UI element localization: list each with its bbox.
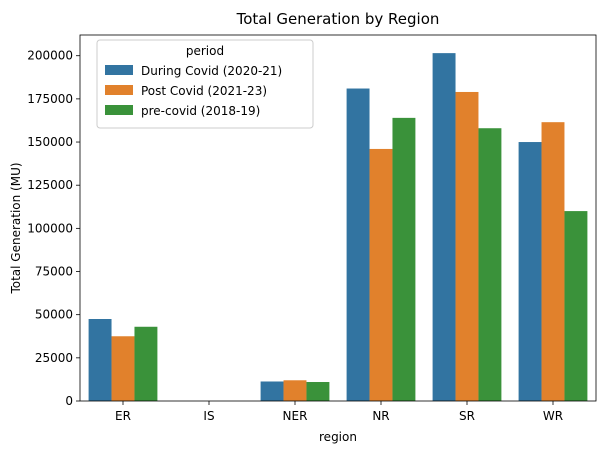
x-tick-label: ER bbox=[115, 409, 131, 423]
plot-frame bbox=[79, 34, 597, 402]
bar-sr-series-2 bbox=[455, 91, 479, 401]
bar-sr-series-3 bbox=[478, 128, 502, 402]
bar-nr-series-1 bbox=[346, 88, 370, 402]
legend-swatch bbox=[105, 105, 133, 115]
y-tick-label: 150000 bbox=[27, 135, 73, 149]
bar-nr-series-3 bbox=[392, 117, 416, 402]
bar-er-series-3 bbox=[134, 326, 158, 401]
y-tick-label: 0 bbox=[65, 394, 73, 408]
y-tick-label: 50000 bbox=[35, 308, 73, 322]
x-axis-label: region bbox=[319, 430, 357, 444]
plot-area: 0 25000 50000 75000 100000 125000 150000 175000… bbox=[27, 34, 597, 423]
y-tick-label: 125000 bbox=[27, 178, 73, 192]
legend-title: period bbox=[186, 44, 224, 58]
bar-wr-series-2 bbox=[541, 122, 565, 402]
y-tick-label: 25000 bbox=[35, 351, 73, 365]
legend-box bbox=[96, 39, 314, 129]
bar-ner-series-1 bbox=[260, 381, 284, 401]
y-tick-label: 200000 bbox=[27, 49, 73, 63]
bar-wr-series-1 bbox=[518, 142, 542, 402]
legend: period During Covid (2020-21) Post Covid (… bbox=[96, 39, 314, 129]
bar-wr-series-3 bbox=[564, 211, 588, 401]
x-tick-label: NR bbox=[372, 409, 389, 423]
y-tick-label: 75000 bbox=[35, 265, 73, 279]
legend-swatch bbox=[105, 65, 133, 75]
bar-er-series-2 bbox=[111, 336, 135, 401]
bar-ner-series-3 bbox=[306, 382, 330, 401]
legend-label: During Covid (2020-21) bbox=[141, 64, 282, 78]
y-tick-label: 100000 bbox=[27, 221, 73, 235]
y-tick-label: 175000 bbox=[27, 92, 73, 106]
bar-nr-series-2 bbox=[369, 148, 393, 401]
x-tick-label: NER bbox=[283, 409, 308, 423]
x-tick-label: SR bbox=[459, 409, 475, 423]
bar-er-series-1 bbox=[88, 319, 112, 401]
bar-sr-series-1 bbox=[432, 53, 456, 401]
legend-swatch bbox=[105, 85, 133, 95]
x-tick-label: WR bbox=[543, 409, 563, 423]
legend-label: Post Covid (2021-23) bbox=[141, 84, 267, 98]
x-tick-label: IS bbox=[203, 409, 214, 423]
chart-title: Total Generation by Region bbox=[236, 10, 440, 28]
legend-label: pre-covid (2018-19) bbox=[141, 104, 260, 118]
y-axis-label: Total Generation (MU) bbox=[9, 162, 23, 294]
bar-ner-series-2 bbox=[283, 380, 307, 401]
